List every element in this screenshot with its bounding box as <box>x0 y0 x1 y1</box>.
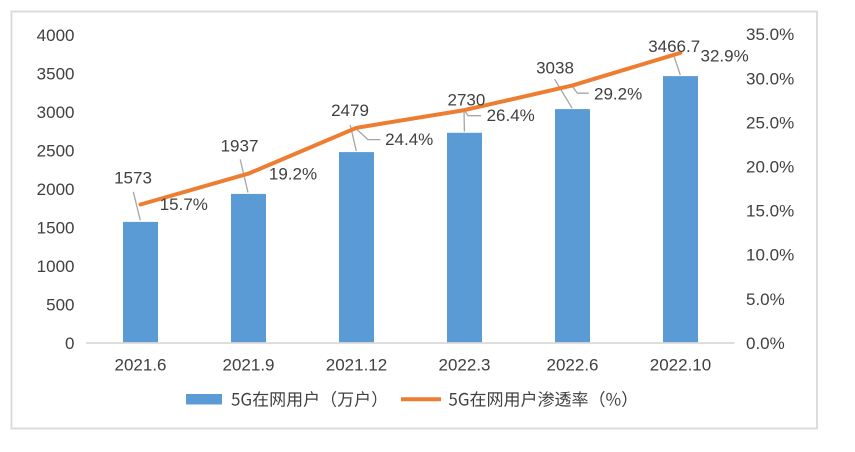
svg-text:1000: 1000 <box>37 257 75 276</box>
svg-text:2021.9: 2021.9 <box>223 355 275 374</box>
svg-text:3500: 3500 <box>37 64 75 83</box>
svg-text:20.0%: 20.0% <box>746 158 794 177</box>
svg-text:2479: 2479 <box>331 101 369 120</box>
svg-text:35.0%: 35.0% <box>746 25 794 44</box>
svg-text:500: 500 <box>46 295 74 314</box>
svg-text:2022.10: 2022.10 <box>650 355 711 374</box>
svg-text:2021.12: 2021.12 <box>326 355 387 374</box>
svg-text:26.4%: 26.4% <box>487 106 535 125</box>
svg-text:24.4%: 24.4% <box>385 130 433 149</box>
svg-text:0: 0 <box>65 334 74 353</box>
svg-text:29.2%: 29.2% <box>594 85 642 104</box>
svg-text:3000: 3000 <box>37 103 75 122</box>
svg-text:2730: 2730 <box>447 90 485 109</box>
svg-text:1500: 1500 <box>37 218 75 237</box>
svg-text:10.0%: 10.0% <box>746 246 794 265</box>
svg-text:25.0%: 25.0% <box>746 113 794 132</box>
svg-text:1937: 1937 <box>221 136 259 155</box>
svg-text:2022.3: 2022.3 <box>439 355 491 374</box>
svg-text:2022.6: 2022.6 <box>547 355 599 374</box>
svg-text:30.0%: 30.0% <box>746 69 794 88</box>
svg-text:5.0%: 5.0% <box>746 290 785 309</box>
svg-text:32.9%: 32.9% <box>701 46 749 65</box>
svg-text:3038: 3038 <box>536 59 574 78</box>
svg-text:15.0%: 15.0% <box>746 202 794 221</box>
svg-text:2000: 2000 <box>37 180 75 199</box>
svg-text:15.7%: 15.7% <box>160 195 208 214</box>
svg-text:4000: 4000 <box>37 26 75 45</box>
svg-text:0.0%: 0.0% <box>746 334 785 353</box>
svg-text:3466.7: 3466.7 <box>648 37 700 56</box>
svg-text:1573: 1573 <box>114 168 152 187</box>
svg-text:2021.6: 2021.6 <box>115 355 167 374</box>
svg-text:2500: 2500 <box>37 141 75 160</box>
svg-text:19.2%: 19.2% <box>269 165 317 184</box>
